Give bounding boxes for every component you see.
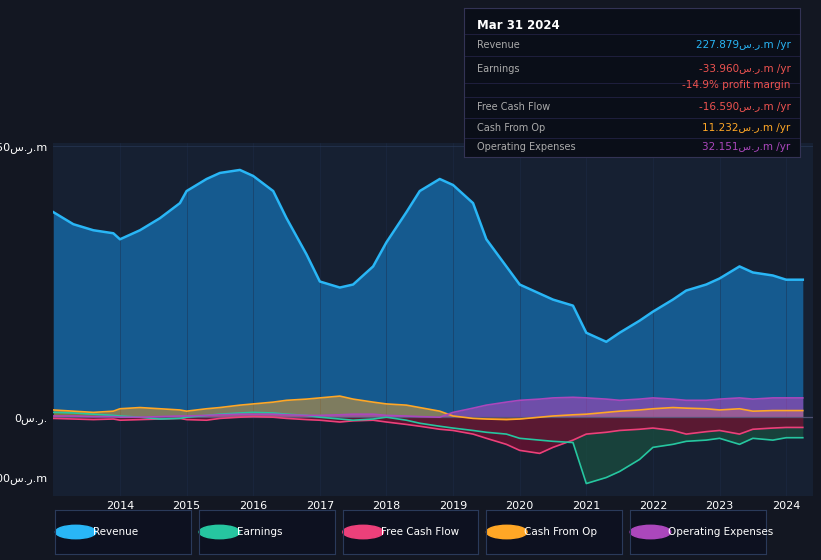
Text: 227.879س.ر.m /yr: 227.879س.ر.m /yr	[695, 40, 791, 50]
Text: Revenue: Revenue	[477, 40, 520, 50]
Text: Cash From Op: Cash From Op	[525, 527, 598, 537]
Text: Earnings: Earnings	[237, 527, 282, 537]
Text: Cash From Op: Cash From Op	[477, 123, 546, 133]
Text: -14.9% profit margin: -14.9% profit margin	[682, 80, 791, 90]
Text: Earnings: Earnings	[477, 64, 520, 74]
Text: Free Cash Flow: Free Cash Flow	[381, 527, 459, 537]
Text: 32.151س.ر.m /yr: 32.151س.ر.m /yr	[702, 142, 791, 152]
Circle shape	[199, 525, 240, 539]
Circle shape	[55, 525, 96, 539]
Circle shape	[343, 525, 383, 539]
Text: -33.960س.ر.m /yr: -33.960س.ر.m /yr	[699, 64, 791, 74]
Text: Free Cash Flow: Free Cash Flow	[477, 102, 551, 112]
Text: Revenue: Revenue	[94, 527, 139, 537]
Text: Operating Expenses: Operating Expenses	[477, 142, 576, 152]
Circle shape	[487, 525, 527, 539]
Text: 11.232س.ر.m /yr: 11.232س.ر.m /yr	[702, 123, 791, 133]
Text: Operating Expenses: Operating Expenses	[668, 527, 773, 537]
Circle shape	[631, 525, 671, 539]
Text: Mar 31 2024: Mar 31 2024	[477, 19, 560, 32]
Text: -16.590س.ر.m /yr: -16.590س.ر.m /yr	[699, 102, 791, 112]
